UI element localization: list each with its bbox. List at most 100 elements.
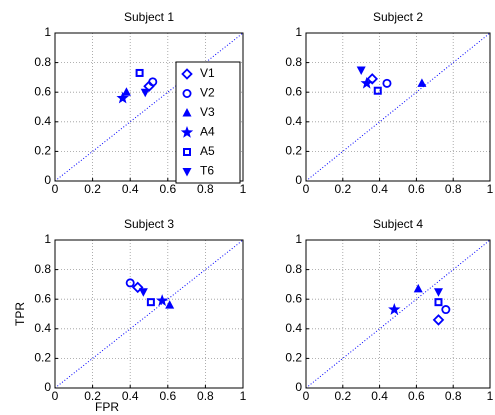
x-tick-label: 0.2 xyxy=(334,182,351,196)
axes-frame xyxy=(305,32,491,182)
x-tick-label: 1 xyxy=(487,389,494,403)
x-tick-label: 0.6 xyxy=(408,182,425,196)
marker-triangle-up xyxy=(165,300,175,309)
y-tick-label: 0.2 xyxy=(285,351,302,365)
legend-box xyxy=(175,61,241,184)
y-axis-label: TPR xyxy=(13,302,27,326)
x-tick-label: 0.6 xyxy=(159,182,176,196)
axes-frame xyxy=(54,239,244,389)
diagonal-reference xyxy=(54,32,244,182)
x-tick-label: 0.2 xyxy=(84,389,101,403)
diagonal-reference xyxy=(305,32,491,182)
y-tick-label: 0 xyxy=(44,380,51,394)
subplot-title: Subject 3 xyxy=(124,217,174,231)
marker-square xyxy=(146,298,155,307)
y-tick-label: 0.2 xyxy=(34,144,51,158)
marker-circle xyxy=(382,78,392,88)
marker-diamond xyxy=(432,314,445,326)
y-tick-label: 0.2 xyxy=(285,144,302,158)
plot-area xyxy=(306,240,490,388)
x-tick-label: 0.4 xyxy=(122,182,139,196)
marker-triangle-down xyxy=(433,288,443,297)
marker-star xyxy=(388,303,401,315)
marker-circle xyxy=(148,77,158,87)
x-tick-label: 0.8 xyxy=(445,182,462,196)
subplot-title: Subject 2 xyxy=(373,10,423,24)
marker-triangle-up xyxy=(121,87,131,96)
marker-star xyxy=(180,126,194,138)
x-tick-label: 0.4 xyxy=(122,389,139,403)
plot-area xyxy=(306,33,490,181)
y-tick-label: 1 xyxy=(44,232,51,246)
marker-triangle-down xyxy=(138,288,148,297)
x-tick-label: 0.6 xyxy=(159,389,176,403)
y-tick-label: 0 xyxy=(44,173,51,187)
y-tick-label: 0.8 xyxy=(34,55,51,69)
x-tick-label: 0.8 xyxy=(445,389,462,403)
y-tick-label: 0.4 xyxy=(34,321,51,335)
x-tick-label: 0.8 xyxy=(197,182,214,196)
legend-label: A4 xyxy=(200,125,215,139)
plot-area xyxy=(55,240,243,388)
marker-triangle-up xyxy=(417,78,427,87)
x-tick-label: 1 xyxy=(487,182,494,196)
marker-triangle-down xyxy=(140,88,150,98)
y-tick-label: 1 xyxy=(44,25,51,39)
marker-star xyxy=(360,76,373,89)
x-tick-label: 0 xyxy=(52,389,59,403)
x-tick-label: 0.2 xyxy=(84,182,101,196)
marker-star xyxy=(116,91,129,104)
legend-label: V2 xyxy=(200,86,215,100)
x-tick-label: 0 xyxy=(303,389,310,403)
axes-frame xyxy=(305,239,491,389)
x-tick-label: 0.4 xyxy=(371,389,388,403)
legend-label: A5 xyxy=(200,144,215,158)
marker-square xyxy=(183,148,191,156)
marker-square xyxy=(135,68,144,77)
marker-triangle-up xyxy=(413,283,423,293)
subplot-title: Subject 1 xyxy=(124,10,174,24)
marker-circle xyxy=(182,89,192,99)
y-tick-label: 0.4 xyxy=(34,114,51,128)
marker-circle xyxy=(125,278,135,288)
marker-diamond xyxy=(366,73,379,85)
legend-label: T6 xyxy=(200,164,214,178)
marker-diamond xyxy=(181,68,193,80)
axes-frame xyxy=(54,32,244,182)
y-tick-label: 0.6 xyxy=(34,84,51,98)
y-tick-label: 0.4 xyxy=(285,114,302,128)
y-tick-label: 0.6 xyxy=(34,291,51,305)
diagonal-reference xyxy=(305,239,491,389)
x-tick-label: 0.6 xyxy=(408,389,425,403)
y-tick-label: 0 xyxy=(295,380,302,394)
y-tick-label: 0.2 xyxy=(34,351,51,365)
x-tick-label: 0.4 xyxy=(371,182,388,196)
marker-triangle-down xyxy=(356,66,366,75)
y-tick-label: 0 xyxy=(295,173,302,187)
y-tick-label: 0.6 xyxy=(285,291,302,305)
y-tick-label: 0.8 xyxy=(285,262,302,276)
x-tick-label: 1 xyxy=(240,389,247,403)
y-tick-label: 1 xyxy=(295,232,302,246)
x-tick-label: 0 xyxy=(52,182,59,196)
diagonal-reference xyxy=(54,239,244,389)
legend-label: V3 xyxy=(200,105,215,119)
y-tick-label: 0.8 xyxy=(34,262,51,276)
y-tick-label: 0.4 xyxy=(285,321,302,335)
x-tick-label: 0.2 xyxy=(334,389,351,403)
marker-square xyxy=(373,86,382,95)
marker-triangle-down xyxy=(182,168,192,177)
x-tick-label: 0 xyxy=(303,182,310,196)
y-tick-label: 0.6 xyxy=(285,84,302,98)
x-tick-label: 1 xyxy=(240,182,247,196)
subplot-title: Subject 4 xyxy=(373,217,423,231)
y-tick-label: 1 xyxy=(295,25,302,39)
x-tick-label: 0.8 xyxy=(197,389,214,403)
marker-triangle-up xyxy=(182,108,192,117)
marker-square xyxy=(434,298,443,307)
legend-label: V1 xyxy=(200,66,215,80)
x-axis-label: FPR xyxy=(95,400,119,414)
y-tick-label: 0.8 xyxy=(285,55,302,69)
marker-circle xyxy=(441,305,451,315)
